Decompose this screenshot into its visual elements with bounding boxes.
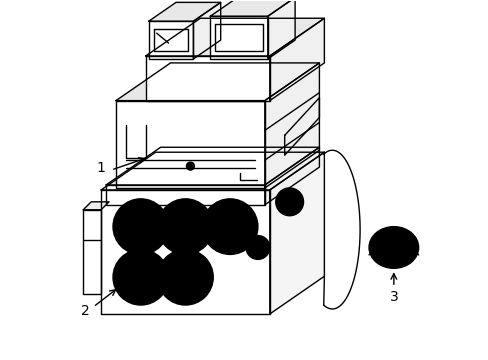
Polygon shape	[269, 152, 324, 314]
Circle shape	[282, 195, 296, 209]
Polygon shape	[101, 190, 269, 314]
Circle shape	[113, 249, 168, 305]
Circle shape	[113, 199, 168, 255]
Ellipse shape	[376, 234, 410, 261]
Circle shape	[133, 269, 148, 285]
Circle shape	[167, 209, 203, 244]
Polygon shape	[116, 100, 264, 188]
Circle shape	[157, 249, 213, 305]
Circle shape	[275, 188, 303, 216]
Circle shape	[222, 219, 238, 235]
Circle shape	[122, 260, 158, 295]
Circle shape	[167, 260, 203, 295]
Circle shape	[177, 269, 193, 285]
Polygon shape	[267, 0, 294, 59]
Circle shape	[186, 162, 194, 170]
Text: 3: 3	[388, 290, 397, 304]
Circle shape	[177, 219, 193, 235]
Polygon shape	[83, 210, 101, 294]
Polygon shape	[264, 63, 319, 188]
Polygon shape	[106, 147, 319, 185]
Polygon shape	[215, 24, 263, 51]
Polygon shape	[284, 98, 319, 155]
Polygon shape	[210, 0, 294, 16]
Polygon shape	[106, 185, 264, 205]
Polygon shape	[264, 147, 319, 205]
Ellipse shape	[384, 240, 402, 255]
Circle shape	[245, 235, 269, 260]
Polygon shape	[83, 202, 109, 210]
Text: 2: 2	[81, 304, 89, 318]
Ellipse shape	[368, 227, 418, 268]
Text: 1: 1	[97, 161, 105, 175]
Circle shape	[133, 219, 148, 235]
Circle shape	[212, 209, 247, 244]
Circle shape	[251, 242, 264, 253]
Polygon shape	[101, 152, 324, 190]
Circle shape	[202, 199, 257, 255]
Polygon shape	[145, 18, 324, 56]
Polygon shape	[269, 18, 324, 100]
Polygon shape	[148, 3, 220, 21]
Polygon shape	[148, 21, 193, 59]
Polygon shape	[153, 29, 188, 51]
Polygon shape	[116, 63, 319, 100]
Polygon shape	[210, 16, 267, 59]
Circle shape	[122, 209, 158, 244]
Polygon shape	[145, 56, 269, 100]
Circle shape	[157, 199, 213, 255]
Polygon shape	[193, 3, 220, 59]
